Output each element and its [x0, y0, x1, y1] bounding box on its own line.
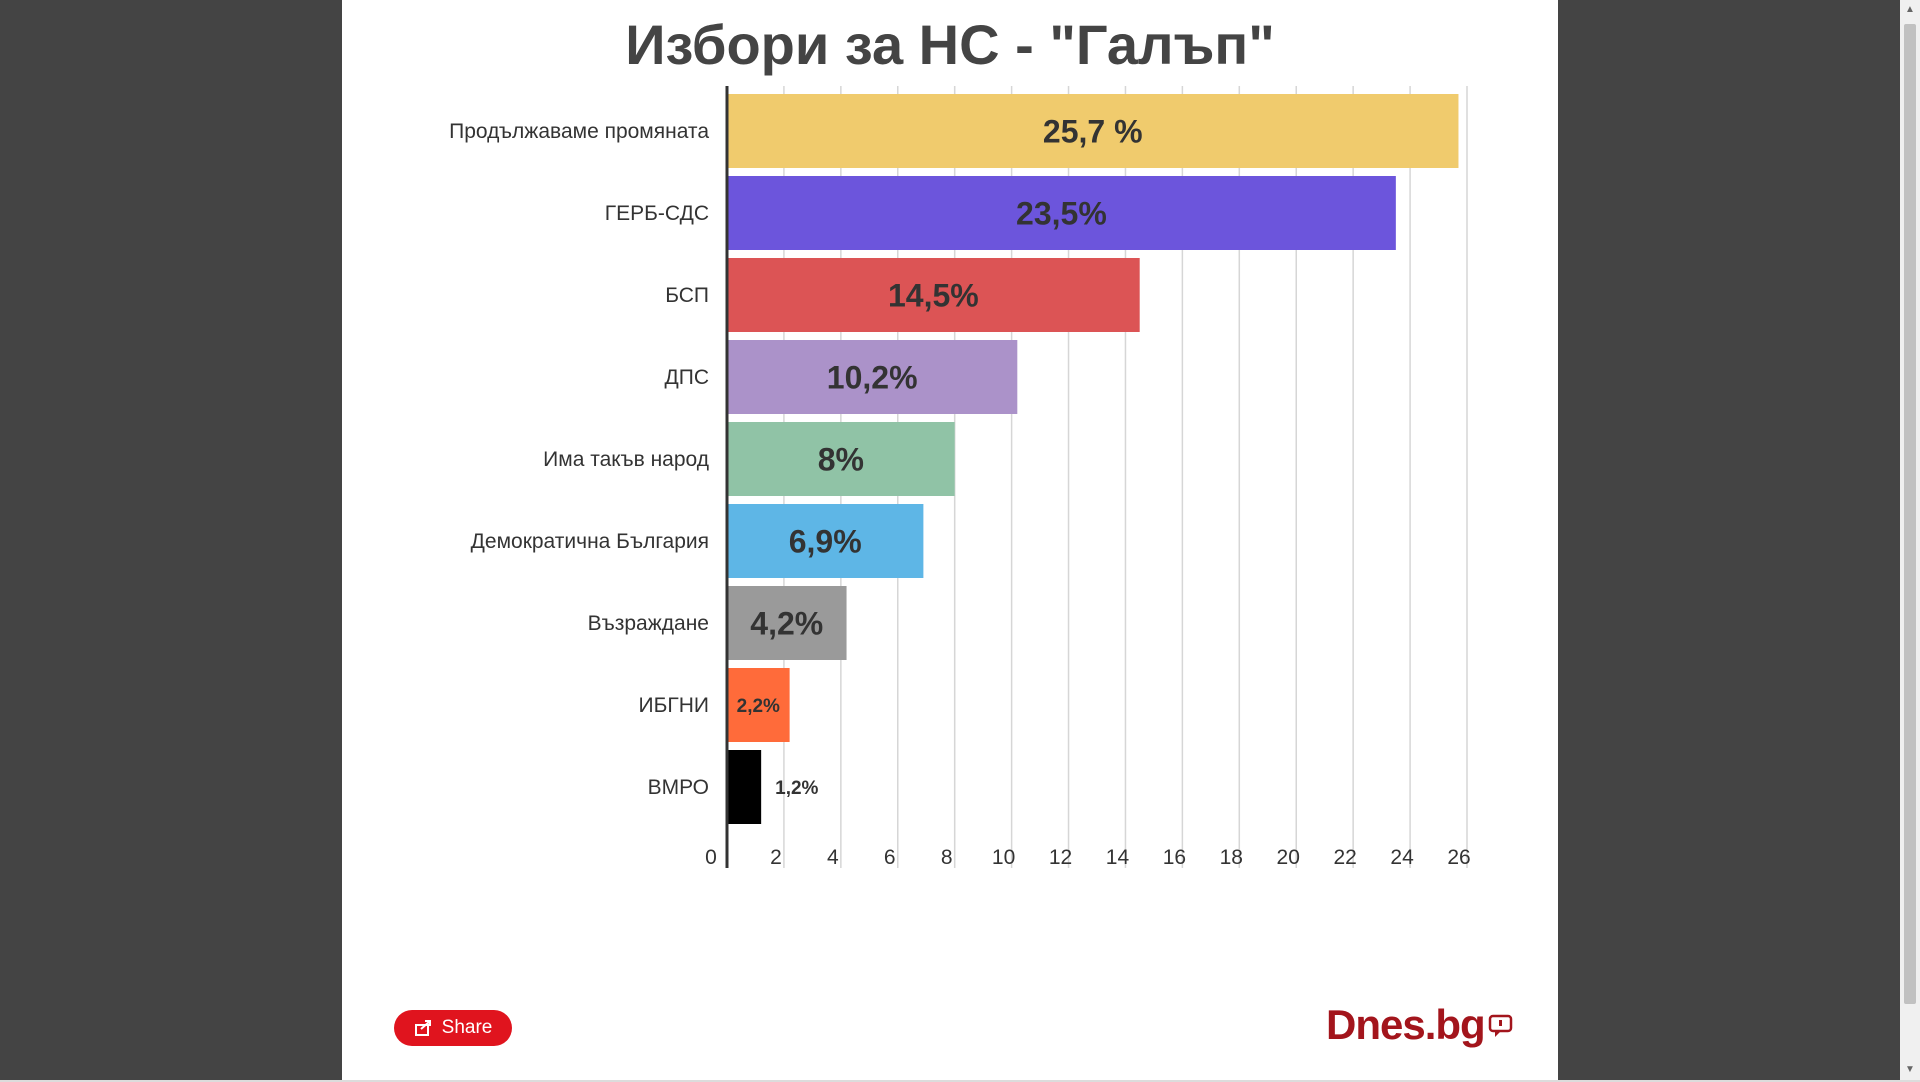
data-label: 6,9%: [789, 524, 862, 560]
category-label: ГЕРБ-СДС: [605, 202, 709, 225]
data-label: 10,2%: [827, 360, 918, 396]
share-button[interactable]: Share: [394, 1010, 512, 1046]
speech-bubble-icon: [1488, 1014, 1512, 1037]
share-label: Share: [441, 1017, 493, 1038]
category-label: Демократична България: [471, 530, 709, 553]
x-tick-label: 2: [770, 846, 782, 869]
scrollbar[interactable]: ▲ ▼: [1900, 0, 1920, 1082]
data-label: 25,7 %: [1043, 114, 1143, 150]
brand-text: Dnes.bg: [1326, 1001, 1486, 1048]
category-label: Продължаваме промяната: [449, 120, 709, 143]
x-tick-label: 22: [1333, 846, 1356, 869]
x-tick-label: 26: [1447, 846, 1470, 869]
bar: [727, 586, 847, 660]
window-bottom-edge: [0, 1080, 1920, 1082]
x-tick-label: 12: [1049, 846, 1072, 869]
category-label: Възраждане: [588, 612, 709, 635]
x-tick-label: 4: [827, 846, 839, 869]
category-label: Има такъв народ: [543, 448, 709, 471]
share-icon: [414, 1020, 431, 1036]
data-label: 1,2%: [775, 778, 818, 799]
bar: [727, 94, 1459, 168]
x-tick-label: 20: [1277, 846, 1300, 869]
x-tick-label: 10: [992, 846, 1015, 869]
category-label: БСП: [665, 284, 709, 307]
bar: [727, 176, 1396, 250]
x-tick-label: 16: [1163, 846, 1186, 869]
data-label: 4,2%: [750, 606, 823, 642]
x-tick-label: 14: [1106, 846, 1130, 869]
bar: [727, 668, 790, 742]
data-label: 8%: [818, 442, 864, 478]
scroll-down-arrow-icon[interactable]: ▼: [1905, 1064, 1915, 1075]
x-tick-label: 8: [941, 846, 953, 869]
bar: [727, 258, 1140, 332]
chart-panel: Избори за НС - "Галъп" Продължаваме пром…: [342, 0, 1558, 1082]
data-label: 14,5%: [888, 278, 979, 314]
bar: [727, 422, 955, 496]
bar-chart: Продължаваме промяната 25,7 % ГЕРБ-СДС 23,5…: [449, 86, 1471, 869]
x-tick-label: 6: [884, 846, 896, 869]
scroll-thumb[interactable]: [1904, 24, 1916, 1004]
bar: [727, 340, 1018, 414]
brand-logo[interactable]: Dnes.bg: [1326, 1000, 1515, 1050]
category-label: ВМРО: [648, 776, 709, 799]
x-tick-label: 24: [1390, 846, 1414, 869]
data-label: 23,5%: [1016, 196, 1107, 232]
category-label: ДПС: [665, 366, 709, 389]
x-tick-label: 0: [705, 846, 717, 869]
data-label: 2,2%: [737, 696, 780, 717]
category-label: ИБГНИ: [638, 694, 709, 717]
bar: [727, 504, 924, 578]
bar: [727, 750, 762, 824]
scroll-up-arrow-icon[interactable]: ▲: [1905, 4, 1915, 15]
x-tick-label: 18: [1220, 846, 1243, 869]
chart-title: Избори за НС - "Галъп": [625, 13, 1275, 76]
